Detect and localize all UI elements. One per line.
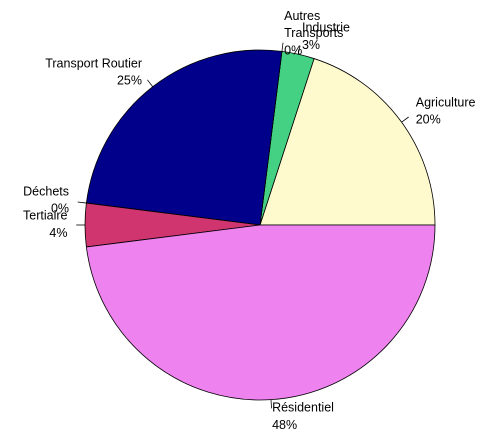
- label-line: Industrie: [302, 21, 350, 35]
- slice-percent: 3%: [302, 38, 320, 52]
- slice-percent: 0%: [51, 202, 69, 216]
- pie-slice: [85, 49, 283, 226]
- slice-percent: 4%: [49, 226, 67, 240]
- label-line: Agriculture: [416, 96, 476, 110]
- pie-slice: [85, 224, 436, 401]
- slice-label: Tertiaire: [23, 209, 68, 223]
- slice-label: Industrie: [302, 21, 350, 35]
- label-tick: [281, 42, 284, 52]
- label-line: Transport Routier: [45, 57, 142, 71]
- slice-percent: 20%: [416, 113, 441, 127]
- slice-label: Déchets: [23, 185, 69, 199]
- slice-label: Autres Transports: [284, 9, 343, 40]
- label-tick: [147, 79, 154, 87]
- slice-label: Agriculture: [416, 96, 476, 110]
- label-tick: [401, 116, 409, 123]
- slice-label: Transport Routier: [45, 57, 142, 71]
- label-tick: [77, 201, 87, 204]
- label-line: Résidentiel: [272, 401, 334, 415]
- slice-label: Résidentiel: [272, 401, 334, 415]
- slice-percent: 48%: [272, 418, 297, 432]
- slice-percent: 0%: [284, 43, 302, 57]
- slice-percent: 25%: [117, 74, 142, 88]
- label-line: Déchets: [23, 185, 69, 199]
- label-line: Autres: [284, 9, 320, 23]
- label-tick: [297, 45, 301, 55]
- label-line: Tertiaire: [23, 209, 68, 223]
- label-line: Transports: [284, 26, 343, 40]
- label-tick: [270, 399, 272, 409]
